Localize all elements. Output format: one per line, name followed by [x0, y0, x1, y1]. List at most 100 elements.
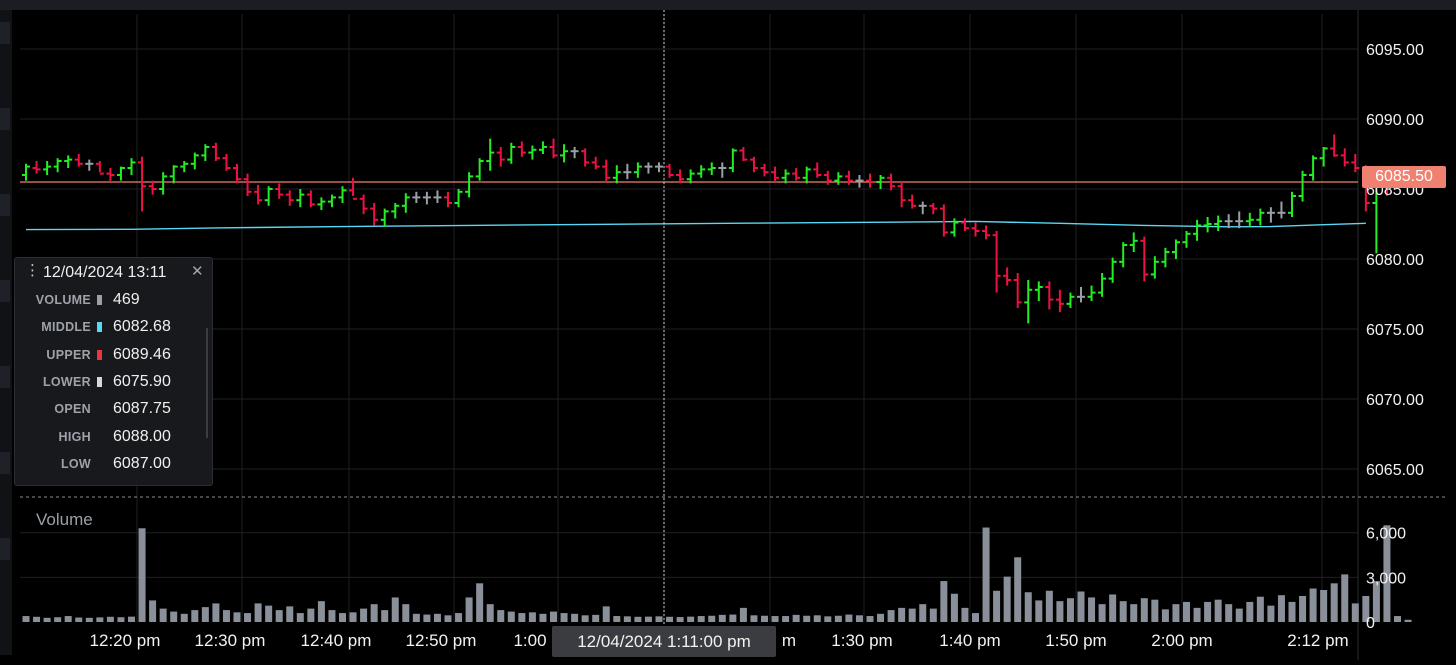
- ohlc-bar: [528, 145, 537, 160]
- sidebar-tab[interactable]: [0, 194, 10, 216]
- volume-bar: [507, 611, 515, 622]
- ohlc-bar: [32, 161, 41, 174]
- volume-bar: [54, 617, 62, 622]
- sidebar-tab[interactable]: [0, 280, 10, 302]
- volume-bar: [476, 583, 484, 622]
- time-tick-label: m: [782, 631, 796, 650]
- volume-pane-title: Volume: [36, 510, 93, 529]
- ohlc-bar: [1119, 242, 1128, 268]
- volume-bar: [1372, 581, 1380, 622]
- ohlc-bar: [306, 190, 315, 208]
- sidebar-tab[interactable]: [0, 538, 10, 560]
- volume-bar: [170, 611, 178, 622]
- volume-axis[interactable]: 6,000 3,000 0: [1366, 526, 1406, 632]
- volume-bar: [180, 613, 188, 622]
- ohlc-bar: [106, 168, 115, 182]
- series-color-swatch: [97, 349, 102, 360]
- volume-bar: [961, 607, 969, 622]
- close-icon[interactable]: ✕: [191, 263, 204, 280]
- sidebar-tab[interactable]: [0, 452, 10, 474]
- ohlc-bar: [560, 144, 569, 163]
- ohlc-bar: [971, 222, 980, 237]
- ohlc-bar: [359, 194, 368, 215]
- ohlc-bar: [180, 161, 189, 173]
- volume-bar: [191, 610, 199, 622]
- ohlc-bar: [454, 189, 463, 208]
- ohlc-bar: [612, 165, 621, 184]
- ohlc-bar: [85, 159, 94, 171]
- last-price-badge: 6085.50: [1362, 166, 1446, 188]
- volume-bar: [972, 613, 979, 622]
- data-window-value: 6087.00: [113, 454, 171, 472]
- volume-bar: [750, 615, 758, 622]
- ohlc-bar: [64, 155, 73, 168]
- time-tick-label: 12:40 pm: [301, 631, 372, 650]
- drag-handle-icon[interactable]: ⋮: [25, 262, 40, 279]
- volume-bar: [708, 615, 716, 622]
- ohlc-bar: [918, 201, 927, 215]
- data-window-label: LOW: [60, 456, 91, 471]
- volume-bar: [940, 581, 948, 622]
- price-axis[interactable]: 6095.006090.006085.006080.006075.006070.…: [1366, 42, 1424, 479]
- volume-bar: [75, 617, 83, 622]
- volume-bar: [993, 590, 1001, 622]
- volume-bar: [1320, 590, 1328, 622]
- data-window-panel[interactable]: ⋮ 12/04/2024 13:11 ✕ VOLUME 469 MIDDLE 6082…: [14, 257, 213, 486]
- ohlc-bar: [718, 162, 727, 178]
- ohlc-bar: [401, 193, 410, 213]
- volume-bar: [201, 607, 209, 622]
- volume-bar: [550, 611, 557, 622]
- ohlc-bar: [127, 158, 136, 175]
- middle-band-line: [25, 220, 1366, 231]
- data-window-header: ⋮ 12/04/2024 13:11 ✕: [15, 258, 212, 286]
- sidebar-tab[interactable]: [0, 108, 10, 130]
- volume-bar: [592, 614, 600, 622]
- volume-bar: [571, 613, 579, 622]
- ohlc-bar: [254, 184, 263, 205]
- ohlc-bar: [1319, 147, 1328, 167]
- ohlc-bar: [676, 169, 685, 184]
- middle-band-line: [25, 220, 1366, 231]
- volume-bar: [360, 608, 368, 622]
- volume-bar: [1056, 601, 1064, 622]
- volume-bar: [560, 613, 568, 622]
- volume-bar: [1183, 601, 1190, 622]
- volume-bar: [1309, 588, 1317, 622]
- ohlc-bar: [908, 194, 917, 209]
- time-tick-label: 1:50 pm: [1045, 631, 1106, 650]
- ohlc-bar: [317, 197, 326, 210]
- volume-bar: [339, 613, 346, 622]
- volume-bar: [887, 610, 895, 622]
- volume-bar: [296, 613, 304, 622]
- volume-bar: [1193, 607, 1201, 622]
- ohlc-bar: [486, 138, 495, 171]
- volume-bar: [623, 616, 631, 622]
- volume-bar: [254, 603, 262, 622]
- ohlc-bar: [1277, 201, 1286, 219]
- data-window-datetime: 12/04/2024 13:11: [43, 264, 167, 281]
- volume-bar: [771, 616, 779, 622]
- volume-bar: [1109, 594, 1117, 622]
- time-axis[interactable]: 12:20 pm 12:30 pm 12:40 pm 12:50 pm 1:00 m 1:3…: [90, 631, 1349, 650]
- ohlc-bar: [1098, 273, 1107, 297]
- volume-bar: [676, 617, 684, 622]
- volume-bar: [64, 616, 72, 622]
- data-window-scrollbar[interactable]: [206, 328, 208, 438]
- ohlc-bar: [749, 156, 758, 173]
- sidebar-tab[interactable]: [0, 366, 10, 388]
- volume-bar: [233, 612, 241, 622]
- ohlc-bar: [201, 144, 210, 161]
- sidebar-tab[interactable]: [0, 22, 10, 44]
- volume-bar: [1351, 603, 1359, 622]
- ohlc-bar: [538, 141, 547, 154]
- ohlc-bar: [728, 148, 737, 173]
- volume-bar: [465, 597, 473, 622]
- volume-bar: [370, 604, 378, 622]
- volume-bar: [402, 604, 410, 622]
- ohlc-bar: [1340, 148, 1349, 167]
- volume-bar: [866, 616, 874, 622]
- ohlc-bar: [866, 173, 874, 188]
- volume-bar: [455, 613, 463, 622]
- volume-bar: [1140, 598, 1148, 622]
